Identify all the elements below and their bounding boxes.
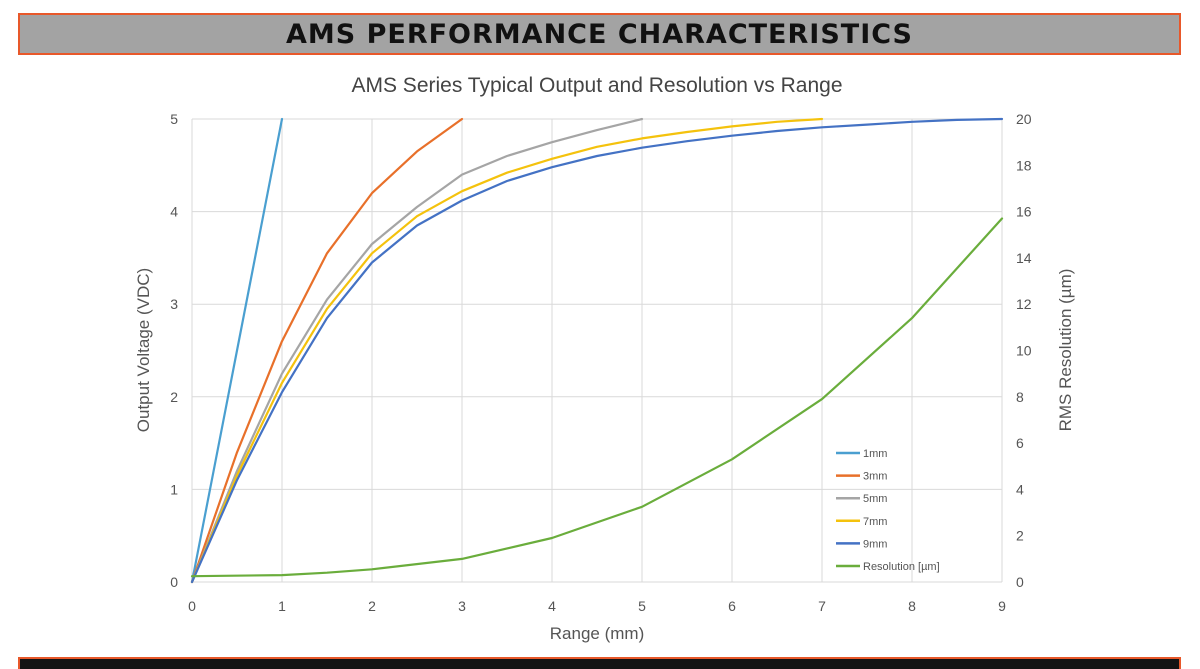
y2-tick-label-3: 6 [1016,435,1024,451]
chart: AMS Series Typical Output and Resolution… [134,74,1075,643]
x-tick-label-4: 4 [548,598,556,614]
x-tick-label-5: 5 [638,598,646,614]
y-axis-ticks: 0 1 2 3 4 5 [170,111,178,590]
y2-tick-label-0: 0 [1016,574,1024,590]
banner-title: AMS PERFORMANCE CHARACTERISTICS [285,18,914,50]
series-lines [190,117,1004,584]
legend-label-1: 3mm [863,471,887,483]
y-tick-label-5: 5 [170,111,178,127]
legend-label-0: 1mm [863,448,887,460]
legend-label-5: Resolution [µm] [863,561,940,573]
x-tick-label-9: 9 [998,598,1006,614]
legend-label-3: 7mm [863,516,887,528]
y2-tick-label-6: 12 [1016,296,1032,312]
y-tick-label-1: 1 [170,481,178,497]
x-tick-label-7: 7 [818,598,826,614]
x-axis-title: Range (mm) [550,624,644,643]
grid [191,118,1003,583]
y2-tick-label-5: 10 [1016,343,1032,359]
series-line-0 [190,117,284,584]
y2-tick-label-7: 14 [1016,250,1032,266]
y-axis-title: Output Voltage (VDC) [134,268,153,432]
y2-tick-label-10: 20 [1016,111,1032,127]
y-tick-label-4: 4 [170,204,178,220]
x-axis-ticks: 0 1 2 3 4 5 6 7 8 9 [188,598,1006,614]
y-tick-label-3: 3 [170,296,178,312]
y2-tick-label-1: 2 [1016,528,1024,544]
y-tick-label-2: 2 [170,389,178,405]
series-line-1 [190,117,464,584]
series-line-4 [190,117,1004,584]
y2-tick-label-2: 4 [1016,481,1024,497]
x-tick-label-0: 0 [188,598,196,614]
y2-axis-title: RMS Resolution (µm) [1056,269,1075,432]
x-tick-label-1: 1 [278,598,286,614]
footer-bar [18,657,1181,669]
y2-tick-label-4: 8 [1016,389,1024,405]
x-tick-label-8: 8 [908,598,916,614]
header-banner: AMS PERFORMANCE CHARACTERISTICS [18,13,1181,55]
y-tick-label-0: 0 [170,574,178,590]
series-line-5 [190,217,1004,578]
x-tick-label-3: 3 [458,598,466,614]
x-tick-label-6: 6 [728,598,736,614]
legend-label-4: 9mm [863,538,887,550]
y2-tick-label-9: 18 [1016,157,1032,173]
x-tick-label-2: 2 [368,598,376,614]
series-line-3 [190,117,824,584]
y2-axis-ticks: 0 2 4 6 8 10 12 14 16 18 20 [1016,111,1032,590]
y2-tick-label-8: 16 [1016,204,1032,220]
series-line-2 [190,117,644,584]
chart-title: AMS Series Typical Output and Resolution… [351,74,842,97]
legend: 1mm 3mm 5mm 7mm 9mm Resolution [µm] [836,448,940,573]
legend-label-2: 5mm [863,493,887,505]
